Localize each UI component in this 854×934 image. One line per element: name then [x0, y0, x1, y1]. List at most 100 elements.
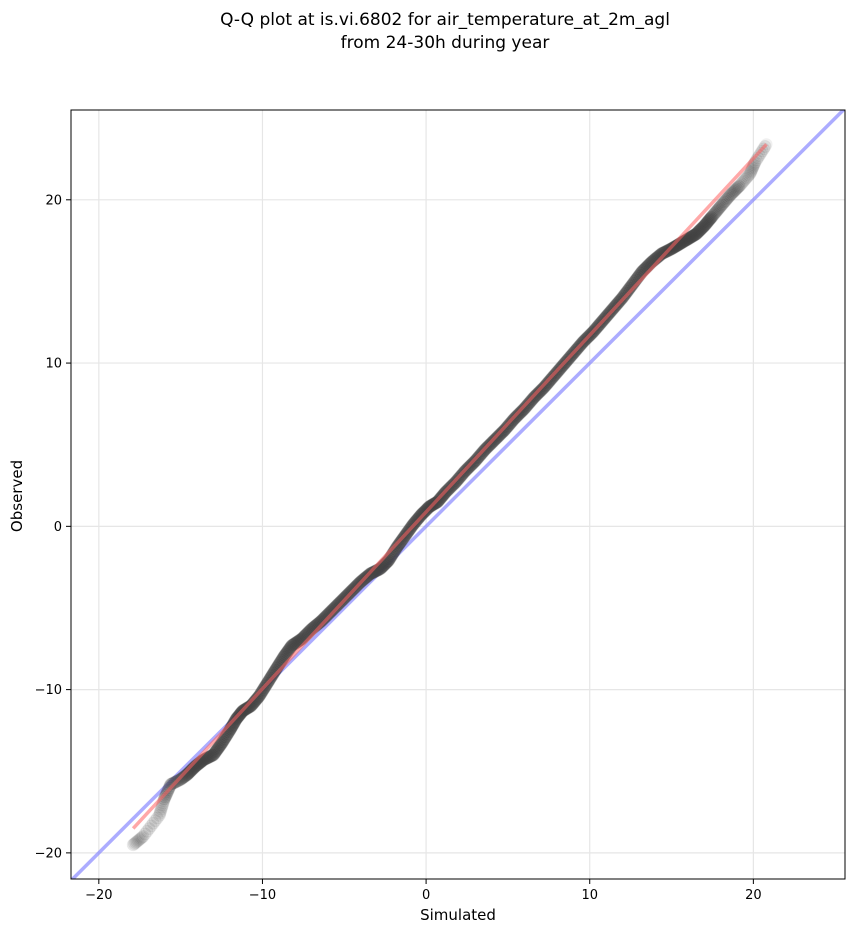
x-tick-label: −20 [85, 888, 112, 903]
quantile-point [691, 225, 705, 239]
quantile-point [700, 215, 714, 229]
quantile-point [205, 749, 219, 763]
quantile-point [134, 832, 148, 846]
quantile-point [685, 230, 699, 244]
quantile-point [204, 749, 218, 763]
quantile-point [704, 210, 718, 224]
quantile-point [716, 196, 730, 210]
quantile-point [731, 181, 745, 195]
quantile-point [154, 804, 168, 818]
quantile-point [699, 216, 713, 230]
quantile-point [703, 212, 717, 226]
plot-frame [70, 109, 846, 880]
quantile-point [723, 188, 737, 202]
quantile-point [281, 644, 295, 658]
quantile-point [265, 668, 279, 682]
quantile-point [736, 175, 750, 189]
quantile-point [282, 643, 296, 657]
quantile-point [136, 830, 150, 844]
quantile-point [213, 739, 226, 753]
y-tick-label: 20 [45, 193, 62, 208]
quantile-point [684, 230, 698, 244]
quantile-point [735, 177, 748, 191]
quantile-point [730, 182, 744, 196]
quantile-point [214, 738, 228, 752]
quantile-point [132, 833, 146, 847]
quantile-point [200, 751, 214, 765]
quantile-point [129, 836, 143, 850]
quantile-point [656, 246, 670, 260]
quantile-point [710, 204, 724, 218]
quantile-point [280, 646, 294, 660]
quantile-point [689, 227, 703, 241]
quantile-point [146, 816, 160, 830]
quantile-point [324, 604, 338, 618]
quantile-point [203, 750, 217, 764]
quantile-point [690, 226, 704, 240]
quantile-point [131, 834, 145, 848]
quantile-point [241, 701, 255, 715]
quantile-point [732, 179, 746, 193]
quantile-point [742, 168, 756, 182]
x-tick-label: 20 [745, 888, 762, 903]
quantile-point [686, 229, 700, 243]
x-ticks: −20 −10 0 10 20 [85, 879, 762, 903]
quantile-point [620, 284, 634, 298]
quantile-point [683, 231, 697, 245]
quantile-point [130, 835, 144, 849]
quantile-point [150, 811, 164, 825]
quantile-point [737, 174, 751, 188]
quantile-point [715, 198, 729, 212]
quantile-point [240, 701, 254, 715]
quantile-point [289, 636, 303, 650]
quantile-point [138, 827, 152, 841]
y-axis-label: Observed [8, 460, 26, 532]
chart-title-line2: from 24-30h during year [341, 33, 550, 53]
quantile-point [217, 733, 231, 747]
quantile-point [714, 199, 728, 213]
quantile-point [253, 688, 267, 702]
y-tick-label: −20 [35, 846, 62, 861]
x-axis-label: Simulated [420, 906, 496, 924]
quantile-point [743, 167, 757, 181]
quantile-point [705, 209, 719, 223]
quantile-point [153, 806, 167, 820]
quantile-point [498, 423, 512, 437]
quantile-point [325, 603, 339, 617]
y-tick-label: −10 [35, 683, 62, 698]
x-tick-label: 10 [581, 888, 598, 903]
quantile-point [720, 192, 734, 206]
quantile-point [681, 232, 695, 246]
quantile-point [680, 233, 694, 247]
quantile-point [745, 162, 759, 176]
quantile-point [216, 735, 230, 749]
quantile-point [744, 164, 758, 178]
quantile-point [739, 171, 753, 185]
quantile-point [140, 824, 154, 838]
quantile-point [667, 241, 681, 255]
x-tick-label: 0 [422, 888, 430, 903]
data-layer [71, 110, 845, 879]
quantile-point [135, 831, 149, 845]
quantile-point [155, 800, 169, 814]
quantile-point [695, 221, 709, 235]
quantile-point [142, 822, 156, 836]
quantile-point [696, 220, 710, 234]
quantile-point [738, 172, 752, 186]
chart-title-line1: Q-Q plot at is.vi.6802 for air_temperatu… [220, 10, 670, 30]
quantile-point [209, 744, 223, 758]
y-tick-label: 0 [54, 520, 62, 535]
quantile-point [175, 771, 189, 785]
quantile-point [709, 205, 723, 219]
quantile-point [144, 819, 158, 833]
quantile-point [201, 750, 215, 764]
quantile-point [733, 178, 747, 192]
quantile-point [278, 649, 292, 663]
quantile-point [329, 599, 343, 613]
quantile-point [286, 638, 300, 652]
fit-line [131, 143, 768, 830]
quantile-point [725, 187, 739, 201]
quantile-point [741, 170, 755, 184]
quantile-point [721, 191, 735, 205]
quantile-point [210, 742, 224, 756]
